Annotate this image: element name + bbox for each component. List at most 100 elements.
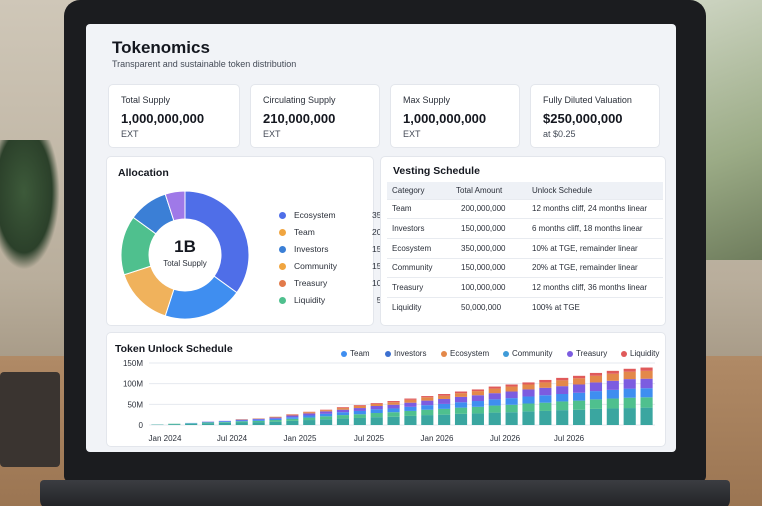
vesting-table: Category Total Amount Unlock Schedule Te… bbox=[387, 182, 663, 318]
bar-segment-investors bbox=[303, 413, 316, 416]
x-tick-label: Jan 2024 bbox=[149, 434, 182, 443]
bar-segment-ecosystem bbox=[539, 395, 552, 403]
bar-segment-liquidity bbox=[404, 398, 417, 400]
bar-segment-community bbox=[235, 422, 248, 425]
legend-dot bbox=[279, 212, 286, 219]
bar-segment-community bbox=[353, 417, 366, 425]
bar-segment-team bbox=[573, 400, 586, 410]
bar-segment-investors bbox=[438, 398, 451, 404]
bar-segment-community bbox=[185, 423, 198, 425]
legend-item-team: Team 20% bbox=[279, 226, 389, 240]
bar-segment-investors bbox=[471, 395, 484, 402]
bar-segment-community bbox=[556, 410, 569, 425]
bar-segment-team bbox=[404, 410, 417, 416]
bar-segment-team bbox=[320, 416, 333, 420]
bar-segment-community bbox=[168, 424, 181, 425]
table-cell: 12 months cliff, 36 months linear bbox=[527, 277, 663, 298]
bar-segment-ecosystem bbox=[218, 421, 231, 423]
bar-segment-community bbox=[320, 419, 333, 425]
bar-segment-treasury bbox=[589, 375, 603, 383]
bar-segment-ecosystem bbox=[370, 409, 383, 414]
bar-segment-investors bbox=[589, 382, 603, 392]
bar-segment-investors bbox=[454, 396, 468, 403]
bar-segment-investors bbox=[252, 418, 265, 420]
legend-item-ecosystem: Ecosystem 35% bbox=[279, 209, 389, 223]
bar-segment-liquidity bbox=[640, 367, 653, 371]
x-tick-label: Jan 2026 bbox=[421, 434, 454, 443]
legend-name: Liquidity bbox=[630, 349, 660, 358]
bar-segment-community bbox=[623, 408, 636, 425]
table-cell: 350,000,000 bbox=[451, 237, 527, 259]
bar-segment-investors bbox=[556, 386, 569, 394]
legend-name: Investors bbox=[394, 349, 427, 358]
bar-segment-team bbox=[286, 418, 299, 421]
bar-segment-community bbox=[218, 422, 231, 425]
legend-dot bbox=[621, 351, 627, 357]
bar-segment-community bbox=[438, 414, 451, 425]
bar-segment-community bbox=[589, 408, 603, 425]
bar-segment-liquidity bbox=[505, 384, 518, 387]
table-cell: 10% at TGE, remainder linear bbox=[527, 237, 663, 259]
y-tick-label: 150M bbox=[123, 359, 143, 368]
legend-name: Treasury bbox=[294, 278, 328, 288]
table-cell: 20% at TGE, remainder linear bbox=[527, 257, 663, 278]
bar-segment-community bbox=[539, 410, 552, 425]
bar-segment-community bbox=[303, 420, 316, 425]
table-cell: 100% at TGE bbox=[527, 296, 663, 318]
legend-name: Community bbox=[512, 349, 553, 358]
bar-segment-ecosystem bbox=[505, 398, 518, 405]
bar-segment-team bbox=[269, 420, 282, 422]
stat-sub: at $0.25 bbox=[543, 129, 576, 139]
bar-segment-community bbox=[522, 411, 535, 425]
legend-name: Ecosystem bbox=[294, 210, 336, 220]
stat-value: 1,000,000,000 bbox=[403, 111, 487, 126]
bar-segment-investors bbox=[320, 411, 333, 414]
bar-segment-treasury bbox=[387, 402, 400, 405]
bar-segment-community bbox=[573, 409, 586, 425]
bar-segment-team bbox=[522, 403, 535, 412]
bar-segment-liquidity bbox=[623, 368, 636, 372]
table-cell: Team bbox=[387, 198, 451, 219]
stat-sub: EXT bbox=[403, 129, 421, 139]
bar-segment-community bbox=[336, 418, 350, 425]
bar-segment-treasury bbox=[522, 384, 535, 390]
bar-segment-liquidity bbox=[421, 396, 434, 398]
bar-segment-community bbox=[454, 413, 468, 425]
bar-segment-investors bbox=[336, 409, 350, 413]
bar-segment-liquidity bbox=[336, 407, 350, 409]
bar-segment-treasury bbox=[404, 399, 417, 403]
bar-segment-treasury bbox=[471, 391, 484, 396]
background-plant bbox=[0, 140, 60, 270]
bar-segment-treasury bbox=[286, 414, 299, 416]
bar-segment-treasury bbox=[421, 397, 434, 401]
bar-segment-community bbox=[201, 423, 215, 425]
legend-dot bbox=[341, 351, 347, 357]
legend-name: Investors bbox=[294, 244, 329, 254]
legend-dot bbox=[279, 280, 286, 287]
bar-segment-community bbox=[286, 420, 299, 425]
bar-segment-treasury bbox=[573, 378, 586, 385]
legend-name: Treasury bbox=[576, 349, 608, 358]
bar-segment-liquidity bbox=[387, 401, 400, 403]
bar-segment-ecosystem bbox=[404, 406, 417, 411]
bar-segment-investors bbox=[286, 415, 299, 418]
bar-segment-liquidity bbox=[539, 379, 552, 383]
bar-segment-team bbox=[336, 415, 350, 419]
bar-segment-liquidity bbox=[488, 386, 501, 389]
x-tick-label: Jul 2026 bbox=[554, 434, 585, 443]
bar-segment-community bbox=[471, 413, 484, 425]
stat-label: Max Supply bbox=[403, 95, 451, 105]
bar-segment-community bbox=[404, 415, 417, 425]
bar-segment-community bbox=[269, 421, 282, 425]
legend-dot bbox=[279, 297, 286, 304]
bar-segment-team bbox=[387, 412, 400, 417]
legend-name: Team bbox=[294, 227, 315, 237]
table-cell: 150,000,000 bbox=[451, 257, 527, 278]
bar-segment-team bbox=[606, 398, 619, 409]
table-row: Investors 150,000,000 6 months cliff, 18… bbox=[387, 218, 663, 239]
bar-segment-investors bbox=[573, 384, 586, 393]
bar-segment-ecosystem bbox=[252, 419, 265, 421]
vesting-title: Vesting Schedule bbox=[393, 165, 480, 177]
table-cell: 6 months cliff, 18 months linear bbox=[527, 218, 663, 239]
bar-segment-ecosystem bbox=[387, 408, 400, 413]
